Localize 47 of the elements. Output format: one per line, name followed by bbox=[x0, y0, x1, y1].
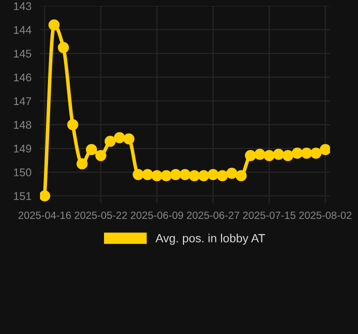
point bbox=[188, 170, 200, 182]
x-tick-label: 2025-06-27 bbox=[186, 212, 240, 219]
point bbox=[310, 148, 322, 159]
point bbox=[272, 148, 284, 160]
x-tick-label: 2025-08-02 bbox=[299, 212, 352, 219]
point bbox=[142, 168, 154, 180]
point bbox=[160, 170, 172, 182]
point bbox=[170, 168, 182, 180]
point bbox=[198, 170, 210, 182]
point bbox=[104, 136, 116, 147]
x-tick-label: 2025-05-22 bbox=[74, 212, 127, 219]
y-tick-label: 147 bbox=[14, 97, 32, 105]
y-tick-label: 145 bbox=[14, 50, 32, 58]
x-tick-label: 2025-07-15 bbox=[243, 212, 296, 219]
y-tick-label: 144 bbox=[14, 26, 32, 34]
point bbox=[67, 119, 78, 130]
point bbox=[226, 168, 238, 179]
point bbox=[264, 150, 275, 162]
legend-label: Avg. pos. in lobby AT bbox=[155, 234, 266, 245]
y-tick-label: 148 bbox=[14, 120, 32, 129]
point bbox=[95, 150, 106, 162]
point bbox=[244, 150, 256, 162]
point bbox=[320, 144, 330, 156]
point bbox=[48, 19, 60, 31]
point bbox=[301, 148, 312, 159]
point bbox=[236, 170, 247, 182]
y-tick-label: 151 bbox=[14, 192, 32, 200]
point bbox=[76, 158, 88, 170]
y-tick-label: 146 bbox=[14, 73, 32, 82]
point bbox=[132, 168, 144, 180]
point bbox=[58, 42, 69, 54]
point bbox=[208, 168, 219, 180]
point bbox=[86, 144, 98, 156]
y-tick-label: 150 bbox=[14, 168, 32, 176]
point bbox=[179, 168, 191, 180]
x-tick-label: 2025-06-09 bbox=[130, 212, 184, 219]
point bbox=[282, 150, 294, 162]
point bbox=[292, 148, 303, 159]
point bbox=[151, 170, 162, 182]
point bbox=[254, 148, 266, 160]
y-tick-label: 149 bbox=[14, 144, 32, 153]
x-tick-label: 2025-04-16 bbox=[18, 212, 71, 219]
point bbox=[40, 190, 50, 202]
point bbox=[123, 133, 134, 144]
point bbox=[216, 170, 228, 182]
y-tick-label: 143 bbox=[14, 2, 32, 10]
point bbox=[114, 132, 126, 144]
